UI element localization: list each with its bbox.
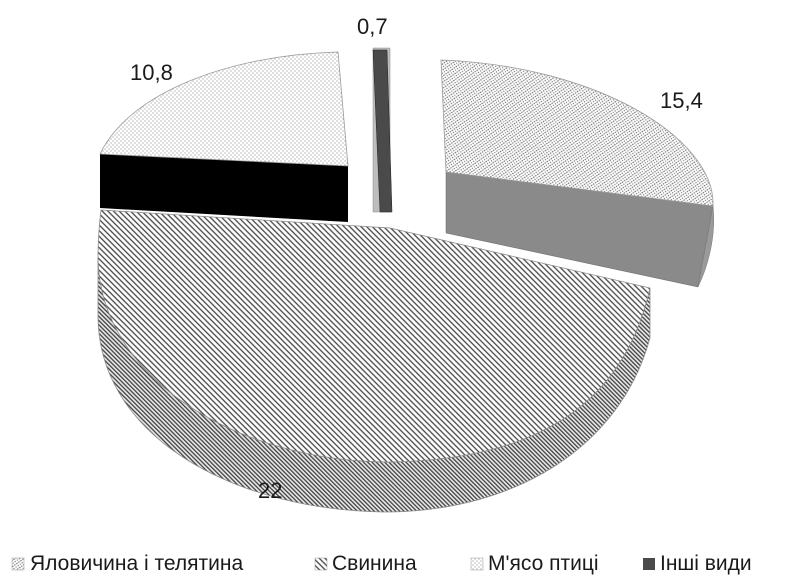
data-label-miaso-ptytsi: 10,8 xyxy=(130,60,173,85)
legend: Яловичина і телятина Свинина М'ясо птиці… xyxy=(11,552,752,575)
pie-slice-miaso-ptytsi xyxy=(99,51,349,222)
legend-item-miaso-ptytsi: М'ясо птиці xyxy=(470,552,599,575)
legend-item-svynyna: Свинина xyxy=(314,552,417,575)
legend-label-miaso-ptytsi: М'ясо птиці xyxy=(488,552,599,575)
pie-slice-svynyna xyxy=(97,209,651,513)
legend-label-inshi-vydy: Інші види xyxy=(660,552,752,575)
legend-swatch-svynyna xyxy=(314,557,328,571)
data-label-svynyna: 22 xyxy=(258,478,282,503)
legend-swatch-inshi-vydy xyxy=(643,558,655,570)
legend-label-svynyna: Свинина xyxy=(332,552,417,575)
data-label-inshi-vydy: 0,7 xyxy=(357,14,388,39)
pie-slice-yalovychyna xyxy=(440,59,714,288)
legend-swatch-miaso-ptytsi xyxy=(470,557,484,571)
legend-item-inshi-vydy: Інші види xyxy=(643,552,752,575)
legend-swatch-yalovychyna xyxy=(11,557,25,571)
pie-slice-inshi-vydy xyxy=(372,47,393,213)
data-label-yalovychyna: 15,4 xyxy=(660,88,703,113)
legend-label-yalovychyna: Яловичина і телятина xyxy=(30,552,243,575)
legend-item-yalovychyna: Яловичина і телятина xyxy=(11,552,243,575)
